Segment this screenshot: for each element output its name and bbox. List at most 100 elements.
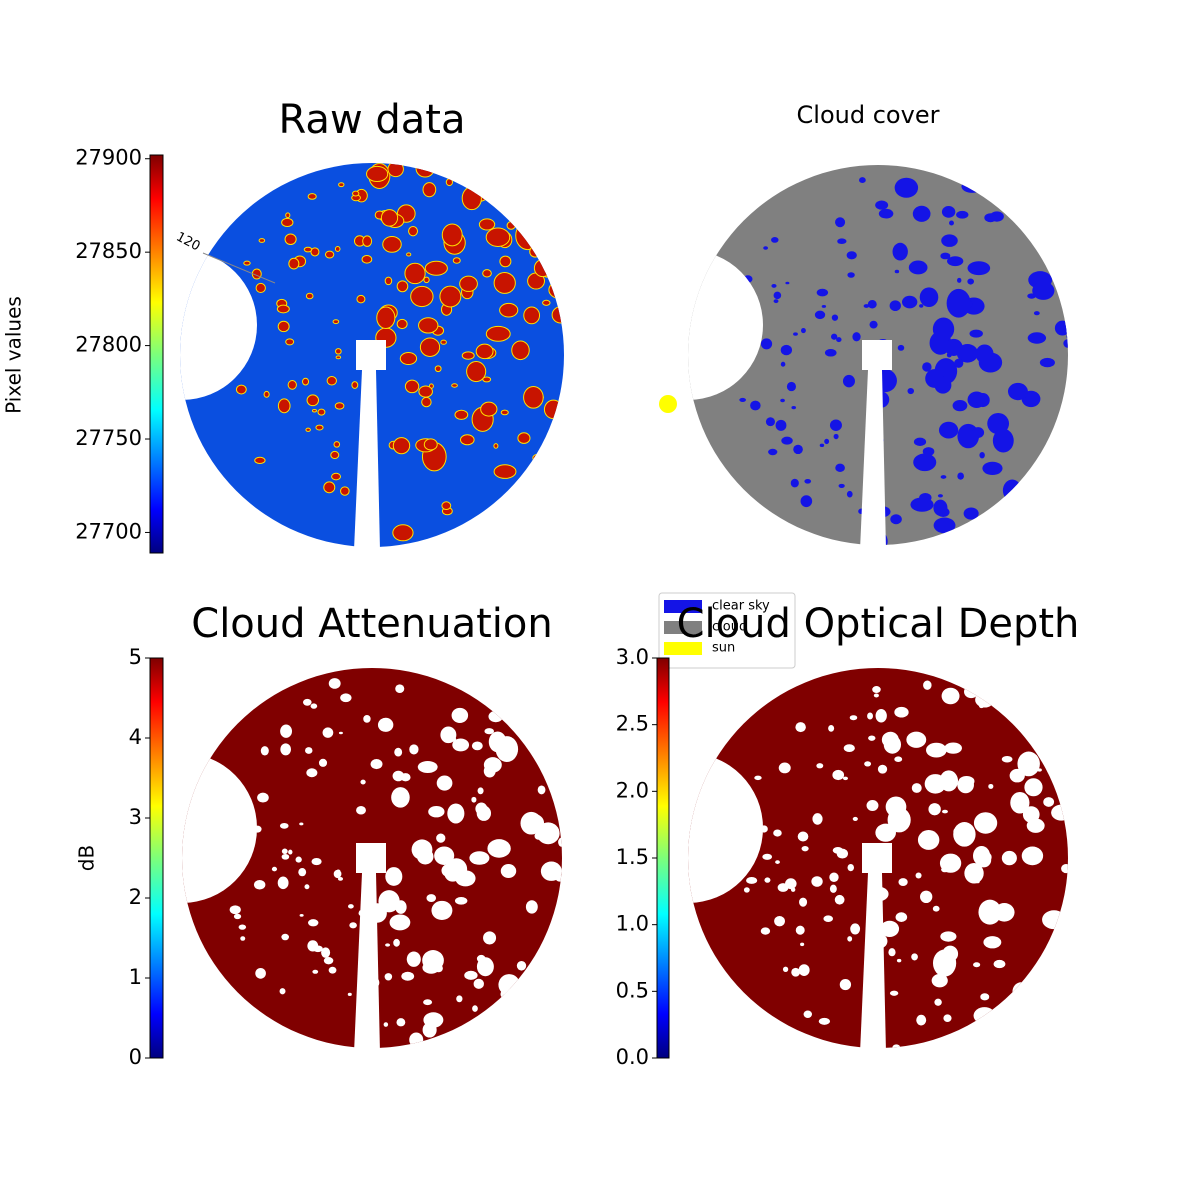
blob	[338, 182, 345, 188]
blob	[299, 822, 304, 826]
blob	[500, 409, 509, 416]
blob	[746, 877, 758, 884]
blob	[394, 747, 403, 757]
blob	[838, 483, 845, 488]
blob	[846, 251, 857, 260]
blob	[288, 257, 300, 270]
blob	[447, 803, 465, 824]
blob	[850, 923, 861, 935]
blob	[961, 180, 983, 193]
colorbar-label: Pixel values	[2, 296, 26, 414]
blob	[771, 283, 777, 288]
blob	[506, 221, 516, 230]
panel-title: Cloud cover	[797, 101, 940, 129]
blob	[913, 453, 937, 472]
blob	[340, 486, 350, 496]
blob	[795, 722, 806, 733]
blob	[263, 390, 270, 398]
blob	[1050, 754, 1068, 773]
blob	[362, 235, 373, 247]
blob	[1074, 404, 1078, 406]
blob	[302, 377, 310, 386]
blob	[500, 864, 517, 878]
blob	[255, 967, 266, 979]
blob	[484, 728, 494, 735]
blob	[520, 811, 542, 835]
blob	[946, 288, 971, 318]
blob	[818, 1017, 831, 1025]
blob	[975, 879, 980, 884]
panel-title: Cloud Optical Depth	[677, 601, 1080, 647]
mask-wedge	[354, 873, 380, 1053]
blob	[896, 958, 902, 963]
image-content	[688, 165, 1087, 545]
blob	[888, 948, 896, 957]
blob	[1068, 350, 1087, 362]
blob	[920, 890, 933, 904]
mask-square	[862, 340, 892, 370]
blob	[511, 340, 530, 361]
blob	[408, 226, 419, 237]
blob	[277, 876, 289, 890]
blob	[943, 1014, 952, 1022]
colorbar	[149, 657, 164, 1059]
blob	[370, 759, 383, 770]
colorbar-tick-label: 1	[129, 965, 142, 989]
blob	[1051, 804, 1068, 821]
blob	[963, 507, 979, 520]
colorbar-tick-label: 3.0	[616, 645, 649, 669]
blob	[843, 744, 855, 752]
blob	[417, 760, 438, 774]
blob	[392, 524, 414, 542]
mask-square	[356, 843, 386, 873]
image-content	[180, 163, 564, 547]
blob	[913, 437, 927, 447]
blob	[392, 770, 405, 782]
blob	[332, 319, 340, 325]
blob	[559, 941, 562, 948]
blob	[944, 338, 963, 356]
blob	[434, 964, 443, 973]
blob	[499, 302, 519, 318]
blob	[285, 338, 295, 346]
blob	[384, 276, 393, 286]
blob	[395, 900, 407, 914]
blob	[992, 428, 1014, 453]
blob	[811, 876, 823, 887]
blob	[849, 715, 858, 721]
blob	[1017, 751, 1040, 777]
blob	[366, 165, 389, 183]
blob	[814, 310, 826, 320]
blob	[404, 262, 426, 285]
blob	[389, 914, 411, 931]
blob	[835, 463, 845, 473]
blob	[431, 900, 453, 921]
blob	[254, 456, 266, 465]
blob	[908, 260, 928, 275]
blob	[1010, 791, 1030, 814]
blob	[897, 344, 905, 351]
blob	[487, 839, 511, 858]
blob	[795, 925, 805, 935]
blob	[537, 785, 546, 795]
blob	[393, 938, 400, 947]
blob	[445, 674, 458, 683]
blob	[396, 280, 409, 293]
blob	[1023, 714, 1030, 721]
blob	[436, 775, 453, 791]
blob	[328, 678, 341, 689]
blob	[832, 769, 845, 781]
blob	[452, 257, 461, 264]
blob	[938, 421, 959, 439]
blob	[536, 822, 560, 845]
blob	[1054, 320, 1068, 336]
blob	[979, 452, 985, 459]
blob	[764, 877, 771, 883]
blob	[829, 884, 837, 893]
blob	[451, 383, 458, 388]
blob	[973, 1007, 996, 1025]
blob	[323, 957, 334, 965]
blob	[322, 727, 334, 738]
blob	[308, 919, 319, 927]
blob	[419, 337, 441, 357]
